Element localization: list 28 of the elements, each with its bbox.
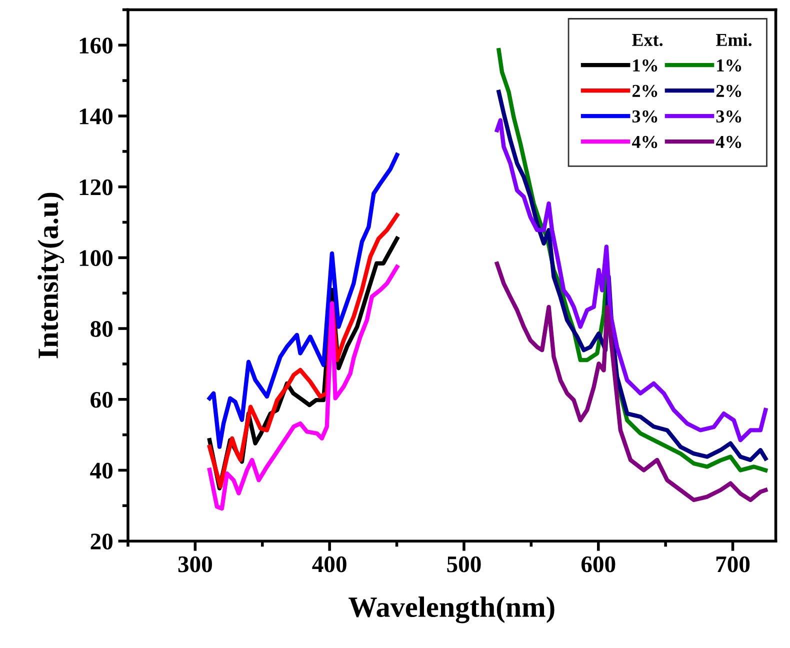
line-series: [207, 264, 400, 511]
legend-label: 4%: [632, 136, 658, 148]
legend-label: 4%: [716, 136, 742, 148]
legend-label: 2%: [716, 84, 742, 98]
y-tick-label: 60: [90, 392, 112, 408]
y-tick-label: 140: [80, 108, 112, 124]
annotation: Emi.: [716, 33, 752, 46]
line-series: [494, 262, 768, 502]
x-tick-label: 700: [716, 556, 750, 572]
legend-label: 1%: [717, 59, 742, 72]
y-axis-title: Intensity(a.u): [38, 192, 64, 358]
y-tick-label: 80: [90, 321, 112, 337]
line-series: [207, 152, 400, 449]
y-tick-label: 120: [80, 179, 112, 196]
x-tick-label: 400: [312, 556, 346, 572]
x-axis-title: Wavelength(nm): [348, 596, 554, 624]
x-tick-label: 500: [447, 556, 481, 572]
y-tick-label: 160: [80, 38, 112, 54]
y-tick-label: 20: [90, 534, 112, 550]
y-tick-label: 100: [80, 250, 112, 266]
legend-label: 2%: [632, 84, 658, 98]
x-tick-label: 600: [581, 556, 616, 572]
legend-label: 3%: [716, 110, 742, 123]
legend-label: 3%: [632, 110, 658, 123]
annotation: Ext.: [632, 34, 663, 46]
x-tick-label: 300: [178, 556, 212, 572]
legend-label: 1%: [633, 59, 658, 72]
y-tick-label: 40: [90, 462, 112, 479]
